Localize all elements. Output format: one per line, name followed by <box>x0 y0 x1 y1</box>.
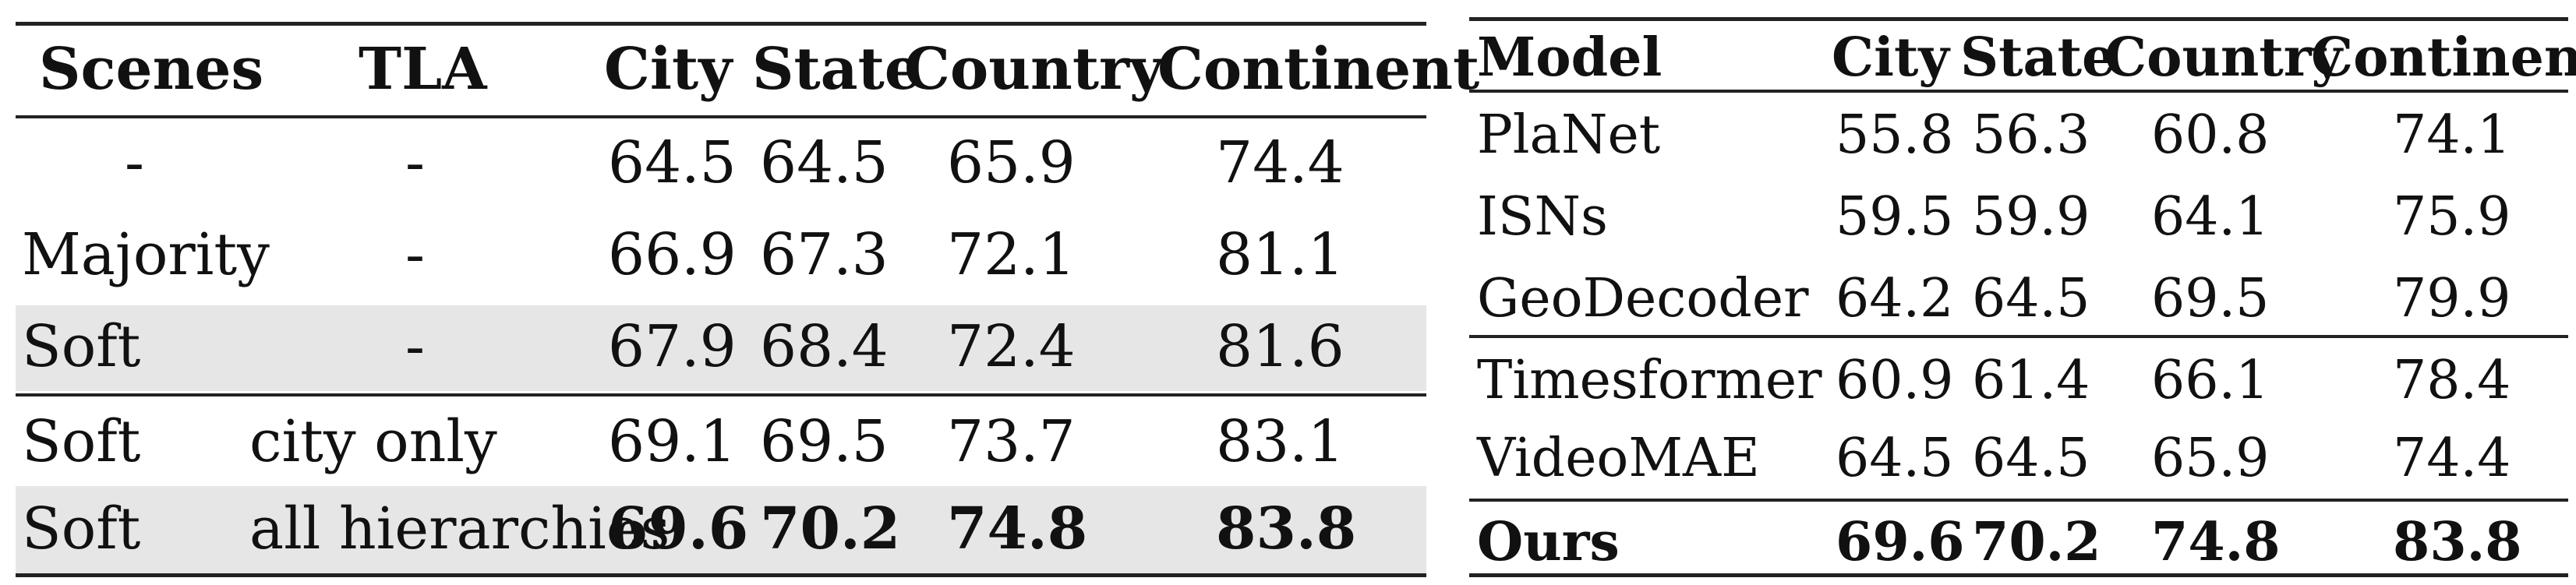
cell-city: 59.5 <box>1836 186 1954 248</box>
cell-country: 60.8 <box>2151 104 2270 166</box>
header-country: Country <box>904 36 1164 103</box>
cell-state: 56.3 <box>1972 104 2090 166</box>
cell-country: 66.1 <box>2151 350 2270 411</box>
bottom-rule <box>1469 573 2568 577</box>
cell-state-best: 70.2 <box>1972 511 2101 573</box>
header-rule <box>1469 90 2568 93</box>
cell-country: 72.1 <box>947 221 1076 288</box>
header-continent: Continent <box>2311 26 2576 89</box>
cell-continent: 74.4 <box>2393 428 2511 489</box>
header-state: State <box>752 36 921 103</box>
group-rule <box>1469 335 2568 338</box>
cell-state: 61.4 <box>1972 350 2090 411</box>
cell-country: 73.7 <box>947 408 1076 475</box>
scenes-tla-results-table: Scenes TLA City State Country Continent … <box>16 0 1479 585</box>
cell-state: 64.5 <box>1972 428 2090 489</box>
cell-continent: 81.6 <box>1216 313 1345 380</box>
cell-model: PlaNet <box>1477 104 1661 166</box>
header-country: Country <box>2104 26 2343 89</box>
cell-continent-best: 83.8 <box>2393 511 2522 573</box>
cell-country: 64.1 <box>2151 186 2270 248</box>
cell-scenes: Soft <box>22 408 141 475</box>
cell-tla: - <box>405 313 426 380</box>
cell-model: Timesformer <box>1477 350 1822 411</box>
cell-model-ours: Ours <box>1477 511 1620 573</box>
cell-continent: 79.9 <box>2393 268 2511 330</box>
header-model: Model <box>1477 26 1663 89</box>
cell-scenes: - <box>125 129 145 196</box>
top-rule <box>1469 17 2568 21</box>
top-rule <box>16 22 1426 26</box>
header-tla: TLA <box>359 36 487 103</box>
cell-continent: 78.4 <box>2393 350 2511 411</box>
cell-state: 67.3 <box>760 221 889 288</box>
cell-country: 65.9 <box>2151 428 2270 489</box>
cell-continent: 74.4 <box>1216 129 1345 196</box>
cell-continent-best: 83.8 <box>1216 495 1357 562</box>
cell-state: 59.9 <box>1972 186 2090 248</box>
cell-continent: 81.1 <box>1216 221 1345 288</box>
shaded-row-band <box>16 486 1426 573</box>
cell-country-best: 74.8 <box>947 495 1088 562</box>
model-comparison-table: Model City State Country Continent PlaNe… <box>1469 0 2576 585</box>
cell-state: 68.4 <box>760 313 889 380</box>
cell-country: 72.4 <box>947 313 1076 380</box>
cell-city: 69.1 <box>608 408 737 475</box>
cell-tla: all hierarchies <box>249 495 670 562</box>
shaded-row-band <box>16 305 1426 391</box>
cell-continent: 75.9 <box>2393 186 2511 248</box>
cell-city: 64.5 <box>1836 428 1954 489</box>
cell-city: 64.2 <box>1836 268 1954 330</box>
header-state: State <box>1960 26 2116 89</box>
cell-country: 65.9 <box>947 129 1076 196</box>
cell-model: GeoDecoder <box>1477 268 1809 330</box>
cell-city: 55.8 <box>1836 104 1954 166</box>
cell-city-best: 69.6 <box>608 495 749 562</box>
cell-continent: 74.1 <box>2393 104 2511 166</box>
header-rule <box>16 115 1426 118</box>
cell-city: 60.9 <box>1836 350 1954 411</box>
cell-tla: - <box>405 221 426 288</box>
cell-city-best: 69.6 <box>1836 511 1965 573</box>
cell-country-best: 74.8 <box>2151 511 2281 573</box>
header-scenes: Scenes <box>39 36 264 103</box>
section-rule <box>1469 499 2568 502</box>
cell-model: VideoMAE <box>1477 428 1760 489</box>
cell-city: 67.9 <box>608 313 737 380</box>
cell-scenes: Soft <box>22 495 141 562</box>
cell-state-best: 70.2 <box>760 495 901 562</box>
cell-country: 69.5 <box>2151 268 2270 330</box>
header-city: City <box>604 36 733 103</box>
header-continent: Continent <box>1157 36 1480 103</box>
group-rule <box>16 393 1426 396</box>
cell-state: 64.5 <box>760 129 889 196</box>
cell-state: 69.5 <box>760 408 889 475</box>
cell-continent: 83.1 <box>1216 408 1345 475</box>
cell-model: ISNs <box>1477 186 1608 248</box>
cell-city: 64.5 <box>608 129 737 196</box>
header-city: City <box>1832 26 1949 89</box>
cell-scenes: Majority <box>22 221 270 288</box>
cell-scenes: Soft <box>22 313 141 380</box>
cell-state: 64.5 <box>1972 268 2090 330</box>
cell-tla: city only <box>249 408 497 475</box>
bottom-rule <box>16 573 1426 577</box>
cell-tla: - <box>405 129 426 196</box>
cell-city: 66.9 <box>608 221 737 288</box>
